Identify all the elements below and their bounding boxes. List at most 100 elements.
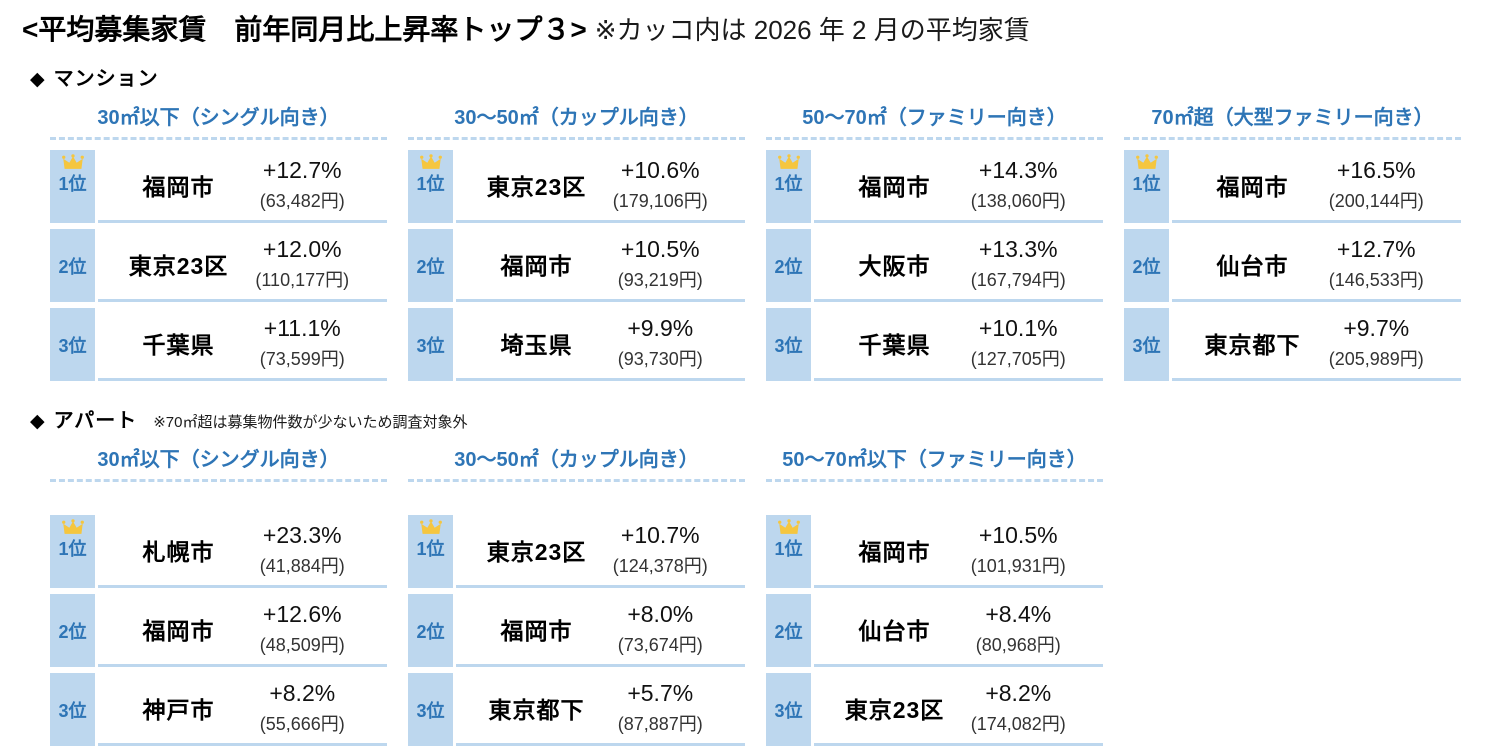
row-body: 福岡市 +8.0% (73,674円) bbox=[456, 594, 745, 667]
sections-container: ◆ マンション 30㎡以下（シングル向き） 1位 福岡市 +12.7% bbox=[22, 62, 1501, 752]
city-name: 東京23区 bbox=[486, 174, 587, 200]
row-body: 東京23区 +8.2% (174,082円) bbox=[814, 673, 1103, 746]
crown-icon bbox=[777, 154, 800, 169]
city-name: 福岡市 bbox=[142, 618, 215, 644]
row-body: 仙台市 +8.4% (80,968円) bbox=[814, 594, 1103, 667]
rank-label: 3位 bbox=[416, 700, 445, 721]
row-body: 大阪市 +13.3% (167,794円) bbox=[814, 229, 1103, 302]
rank-cell: 2位 bbox=[50, 594, 95, 667]
yoy-change-value: +8.4% bbox=[985, 601, 1052, 627]
rank-label: 2位 bbox=[58, 256, 87, 277]
column-header: 30～50㎡（カップル向き） bbox=[454, 107, 699, 129]
ranking-row: 1位 福岡市 +16.5% (200,144円) bbox=[1124, 150, 1461, 223]
ranking-row: 3位 東京23区 +8.2% (174,082円) bbox=[766, 673, 1103, 746]
column-header: 30～50㎡（カップル向き） bbox=[454, 449, 699, 471]
rank-cell: 1位 bbox=[50, 515, 95, 588]
yoy-change-value: +11.1% bbox=[263, 315, 341, 341]
avg-rent-value: (93,730円) bbox=[617, 349, 703, 369]
crown-icon bbox=[1135, 154, 1158, 169]
rank-label: 3位 bbox=[58, 700, 87, 721]
ranking-column: 70㎡超（大型ファミリー向き） 1位 福岡市 +16.5% (200,144円) bbox=[1124, 101, 1461, 387]
ranking-row: 1位 福岡市 +12.7% (63,482円) bbox=[50, 150, 387, 223]
city-name: 福岡市 bbox=[1216, 174, 1289, 200]
ranking-rows: 1位 福岡市 +14.3% (138,060円) 2位 大阪市 bbox=[766, 140, 1103, 381]
row-values: +10.5% (93,219円) bbox=[597, 236, 723, 292]
ranking-columns: 30㎡以下（シングル向き） 1位 札幌市 +23.3% (41,884円) bbox=[50, 443, 1501, 752]
ranking-row: 1位 福岡市 +10.5% (101,931円) bbox=[766, 515, 1103, 588]
row-values: +9.7% (205,989円) bbox=[1313, 315, 1439, 371]
avg-rent-value: (55,666円) bbox=[259, 714, 345, 734]
row-values: +10.6% (179,106円) bbox=[597, 157, 723, 213]
rank-cell: 3位 bbox=[408, 673, 453, 746]
row-body: 福岡市 +10.5% (101,931円) bbox=[814, 515, 1103, 588]
yoy-change-value: +12.7% bbox=[1336, 236, 1416, 262]
rank-label: 2位 bbox=[58, 621, 87, 642]
row-values: +12.6% (48,509円) bbox=[239, 601, 365, 657]
ranking-row: 2位 仙台市 +8.4% (80,968円) bbox=[766, 594, 1103, 667]
rank-cell: 1位 bbox=[408, 150, 453, 223]
page-title-note: ※カッコ内は 2026 年 2 月の平均家賃 bbox=[594, 15, 1030, 45]
ranking-rows: 1位 福岡市 +16.5% (200,144円) 2位 仙台市 bbox=[1124, 140, 1461, 381]
ranking-row: 2位 仙台市 +12.7% (146,533円) bbox=[1124, 229, 1461, 302]
rank-label: 3位 bbox=[774, 335, 803, 356]
row-values: +13.3% (167,794円) bbox=[955, 236, 1081, 292]
rank-cell: 3位 bbox=[766, 673, 811, 746]
rank-label: 1位 bbox=[58, 174, 87, 194]
page-title: <平均募集家賃 前年同月比上昇率トップ３> ※カッコ内は 2026 年 2 月の平… bbox=[22, 8, 1501, 48]
row-body: 東京23区 +10.7% (124,378円) bbox=[456, 515, 745, 588]
row-values: +11.1% (73,599円) bbox=[239, 315, 365, 371]
column-header: 50～70㎡以下（ファミリー向き） bbox=[782, 449, 1087, 471]
section-header: ◆ マンション bbox=[30, 62, 1501, 91]
row-values: +12.7% (146,533円) bbox=[1313, 236, 1439, 292]
ranking-rows: 1位 福岡市 +10.5% (101,931円) 2位 仙台市 bbox=[766, 482, 1103, 746]
section: ◆ マンション 30㎡以下（シングル向き） 1位 福岡市 +12.7% bbox=[22, 62, 1501, 387]
rank-label: 3位 bbox=[1132, 335, 1161, 356]
crown-icon bbox=[777, 519, 800, 534]
yoy-change-value: +5.7% bbox=[627, 680, 694, 706]
row-body: 神戸市 +8.2% (55,666円) bbox=[98, 673, 387, 746]
rank-cell: 1位 bbox=[50, 150, 95, 223]
yoy-change-value: +8.2% bbox=[269, 680, 336, 706]
row-values: +10.7% (124,378円) bbox=[597, 522, 723, 578]
ranking-row: 3位 千葉県 +10.1% (127,705円) bbox=[766, 308, 1103, 381]
dashed-divider bbox=[1124, 137, 1461, 140]
row-body: 東京23区 +10.6% (179,106円) bbox=[456, 150, 745, 223]
row-values: +23.3% (41,884円) bbox=[239, 522, 365, 578]
rank-cell: 3位 bbox=[50, 308, 95, 381]
yoy-change-value: +8.0% bbox=[627, 601, 694, 627]
yoy-change-value: +16.5% bbox=[1336, 157, 1416, 183]
city-name: 千葉県 bbox=[858, 332, 931, 358]
yoy-change-value: +12.0% bbox=[262, 236, 342, 262]
column-header: 30㎡以下（シングル向き） bbox=[97, 449, 340, 471]
avg-rent-value: (127,705円) bbox=[970, 349, 1066, 369]
row-body: 福岡市 +14.3% (138,060円) bbox=[814, 150, 1103, 223]
yoy-change-value: +9.9% bbox=[627, 315, 694, 341]
column-header: 50～70㎡（ファミリー向き） bbox=[802, 107, 1067, 129]
dashed-divider bbox=[766, 479, 1103, 482]
city-name: 仙台市 bbox=[858, 618, 931, 644]
section-header: ◆ アパート ※70㎡超は募集物件数が少ないため調査対象外 bbox=[30, 404, 1501, 433]
ranking-row: 2位 東京23区 +12.0% (110,177円) bbox=[50, 229, 387, 302]
ranking-row: 2位 大阪市 +13.3% (167,794円) bbox=[766, 229, 1103, 302]
row-values: +12.7% (63,482円) bbox=[239, 157, 365, 213]
yoy-change-value: +23.3% bbox=[262, 522, 342, 548]
yoy-change-value: +13.3% bbox=[978, 236, 1058, 262]
row-values: +8.4% (80,968円) bbox=[955, 601, 1081, 657]
section-note: ※70㎡超は募集物件数が少ないため調査対象外 bbox=[153, 414, 468, 431]
ranking-row: 1位 東京23区 +10.6% (179,106円) bbox=[408, 150, 745, 223]
ranking-row: 3位 東京都下 +5.7% (87,887円) bbox=[408, 673, 745, 746]
rank-cell: 1位 bbox=[1124, 150, 1169, 223]
crown-icon bbox=[419, 519, 442, 534]
avg-rent-value: (63,482円) bbox=[259, 191, 345, 211]
avg-rent-value: (124,378円) bbox=[612, 556, 708, 576]
avg-rent-value: (146,533円) bbox=[1328, 270, 1424, 290]
row-values: +14.3% (138,060円) bbox=[955, 157, 1081, 213]
ranking-row: 1位 福岡市 +14.3% (138,060円) bbox=[766, 150, 1103, 223]
yoy-change-value: +10.7% bbox=[620, 522, 700, 548]
city-name: 東京都下 bbox=[1204, 332, 1301, 358]
avg-rent-value: (41,884円) bbox=[259, 556, 345, 576]
rank-cell: 2位 bbox=[766, 594, 811, 667]
avg-rent-value: (179,106円) bbox=[612, 191, 708, 211]
city-name: 福岡市 bbox=[500, 618, 573, 644]
